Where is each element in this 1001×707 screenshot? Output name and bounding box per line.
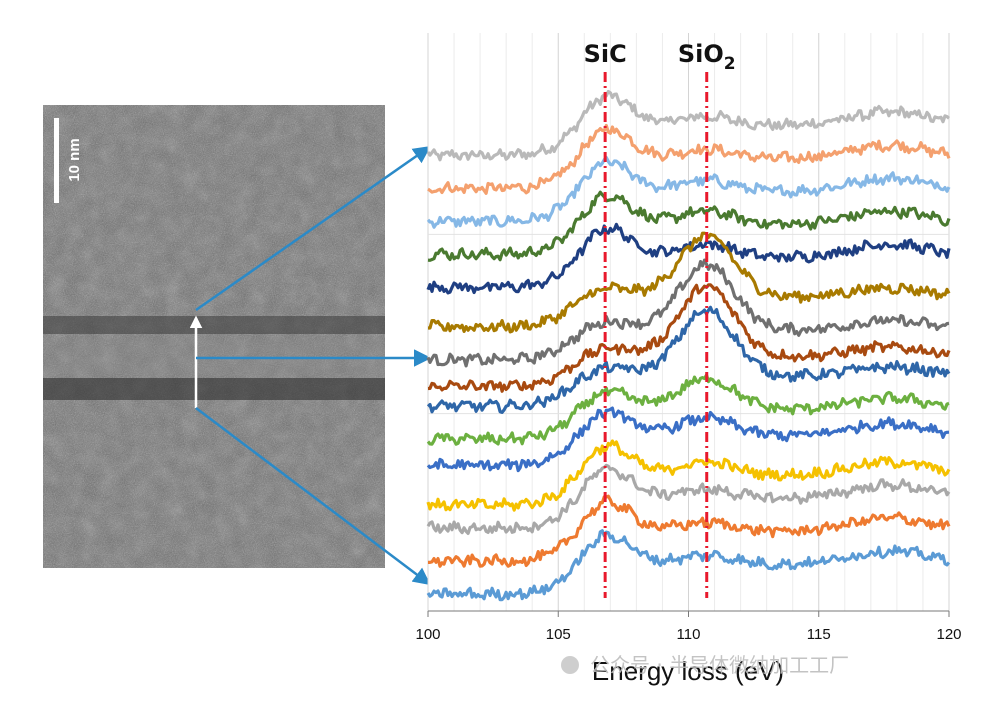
x-tick-label: 105 [546,626,571,643]
spectrum-6 [428,231,951,334]
x-tick-label: 120 [936,626,961,643]
spectrum-11 [426,406,950,473]
band-separators [428,233,949,415]
spectrum-8 [427,283,951,393]
x-axis-ticks: 100 105 110 115 120 [415,611,962,643]
spectrum-13 [426,463,951,535]
scale-bar-line [54,118,59,203]
x-tick-label: 110 [677,626,701,643]
interface-band-lower [43,378,385,400]
spectrum-7 [426,258,950,368]
wechat-icon [561,656,579,674]
scale-bar-label: 10 nm [66,138,83,181]
peak-marker-label: SiC [584,40,627,68]
x-axis-label: Energy loss (eV) [592,656,784,686]
spectrum-4 [427,190,951,262]
spectrum-9 [426,305,951,414]
x-tick-label: 115 [807,626,831,643]
spectra [426,89,951,602]
eels-chart: SiC SiO2 100 105 110 115 120 Energy loss (eV) [415,33,962,686]
spectrum-3 [426,155,951,229]
x-tick-label: 100 [415,626,440,643]
interface-band-upper [43,316,385,334]
spectrum-12 [426,439,951,512]
watermark: 公众号 · 半导体微纳加工工厂 [561,653,849,677]
spectrum-15 [426,529,951,602]
spectrum-10 [426,373,950,446]
scale-bar: 10 nm [54,118,83,203]
tem-micrograph [43,105,385,568]
connector-arrows [195,145,432,586]
spectrum-1 [426,89,950,162]
spectrum-2 [427,123,951,195]
spectrum-14 [428,494,951,568]
connector-arrow-bottom [195,407,431,586]
tem-grain [43,105,385,568]
watermark-text: 公众号 · 半导体微纳加工工厂 [590,653,849,677]
connector-arrow-top [195,145,431,312]
